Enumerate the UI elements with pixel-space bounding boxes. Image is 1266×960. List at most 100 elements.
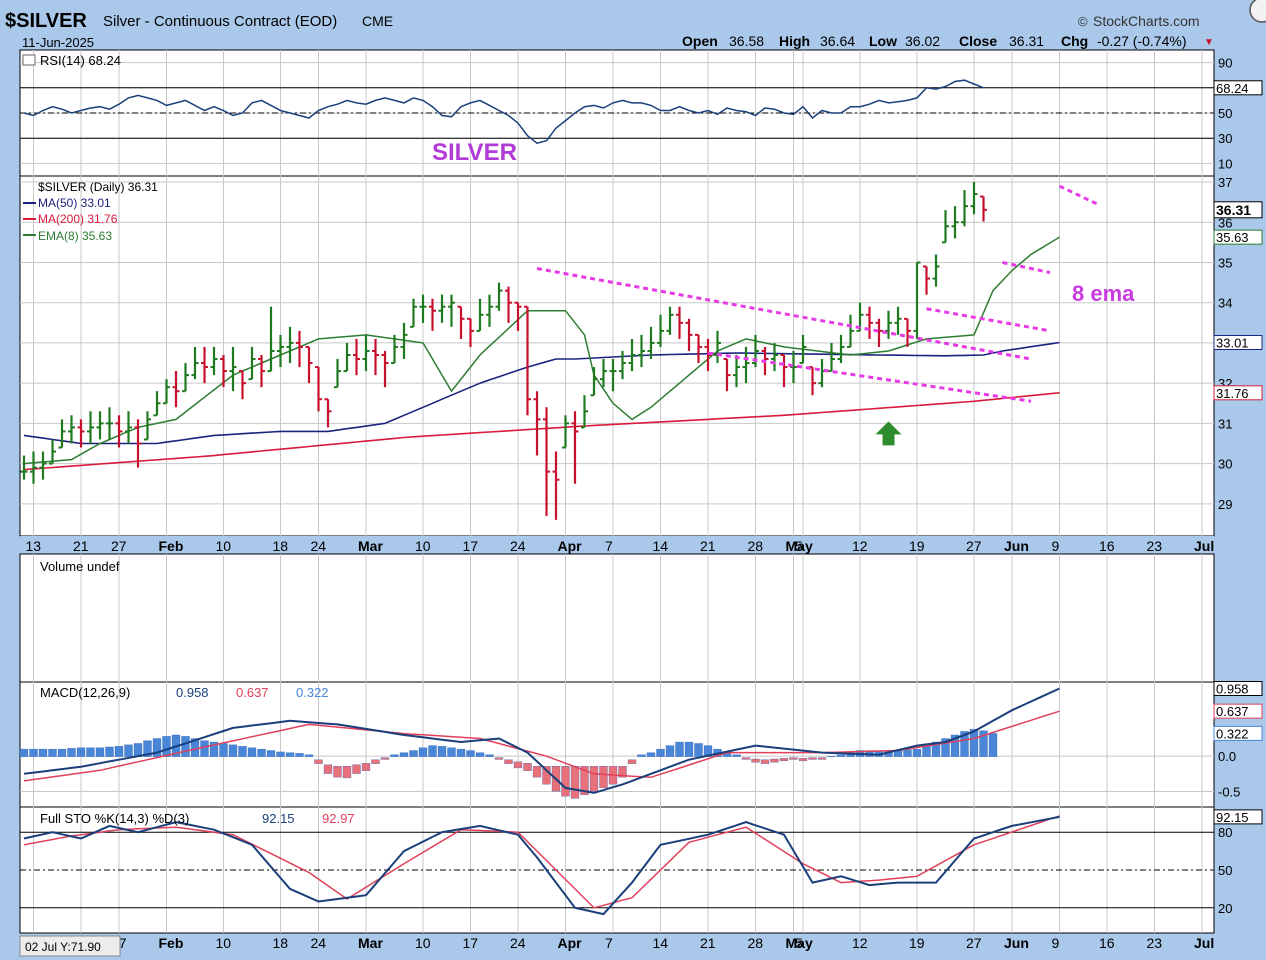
ma200-line-last-value: 31.76 <box>1216 386 1249 401</box>
macd-histogram-bar <box>570 766 580 799</box>
macd-histogram-bar <box>684 741 694 757</box>
ohlc-bar <box>419 294 427 323</box>
macd-histogram-bar <box>770 758 779 763</box>
ohlc-bar <box>695 333 702 364</box>
ma200-line <box>23 392 1060 471</box>
ohlc-bar <box>267 306 275 373</box>
ohlc-bar <box>543 407 550 516</box>
x-tick-label: 21 <box>700 538 716 554</box>
price-tick-label: 30 <box>1218 457 1232 472</box>
ohlc-bar <box>790 350 797 384</box>
ohlc-bar <box>619 350 626 380</box>
price-layer <box>20 181 1214 520</box>
macd-histogram-bar <box>200 740 209 757</box>
brand-logo[interactable]: StockCharts.com <box>1093 13 1200 29</box>
x-tick-label-bottom: 24 <box>510 935 526 951</box>
ohlc-bar <box>68 415 75 444</box>
macd-histogram-bar <box>238 746 247 757</box>
x-tick-label: 27 <box>966 538 982 554</box>
header: $SILVER Silver - Continuous Contract (EO… <box>5 0 1266 50</box>
ohlc-bar <box>115 415 123 448</box>
chg-down-icon: ▼ <box>1204 37 1214 48</box>
ohlc-bar <box>163 379 170 405</box>
ohlc-bar <box>771 342 778 372</box>
x-tick-label-bottom: Jun <box>1004 935 1029 951</box>
sto-legend: Full STO %K(14,3) %D(3) 92.15 92.97 <box>40 811 355 826</box>
ohlc-bar <box>581 395 588 429</box>
ohlc-bar <box>571 411 579 484</box>
ohlc-bar <box>448 294 455 327</box>
ohlc-bar <box>87 411 94 444</box>
ohlc-bar <box>913 261 921 339</box>
ohlc-bar <box>96 411 104 440</box>
macd-last-box <box>1213 703 1263 719</box>
sto-legend-d: 92.97 <box>322 811 355 826</box>
ohlc-bar <box>239 370 246 400</box>
ohlc-bar <box>904 317 911 347</box>
ema-annotation: 8 ema <box>1072 281 1135 306</box>
sto-k-line <box>23 815 1060 916</box>
macd-tick-label: 0.0 <box>1218 749 1236 764</box>
macd-histogram-bar <box>219 743 228 757</box>
x-tick-label: Jun <box>1004 538 1029 554</box>
macd-histogram-bar <box>950 734 960 757</box>
rsi-tick-label: 10 <box>1218 156 1232 171</box>
macd-histogram-bar <box>143 740 152 757</box>
up-arrow-icon <box>875 421 902 446</box>
price-tick-label: 36 <box>1218 215 1232 230</box>
ohlc-bar <box>875 318 883 347</box>
ohlc-bar <box>286 326 294 364</box>
ma50-line-last-box <box>1213 335 1263 351</box>
macd-histogram-bar <box>532 766 542 778</box>
ema8-line-last-box <box>1213 229 1263 245</box>
macd-histogram-bar <box>152 738 162 757</box>
ohlc-bar <box>742 346 750 384</box>
macd-histogram-bar <box>513 761 523 769</box>
ohlc-bar <box>799 334 807 365</box>
ohlc-bar <box>134 419 142 468</box>
rsi-tick-label: 30 <box>1218 131 1232 146</box>
ohlc-bar <box>410 298 417 328</box>
sto-legend-prefix: Full STO %K(14,3) %D(3) <box>40 811 189 826</box>
macd-histogram-bar <box>314 759 323 764</box>
ohlc-bar <box>372 338 379 376</box>
ohlc-bar <box>201 346 208 384</box>
macd-histogram-bar <box>76 747 86 757</box>
price-axis-strip <box>20 536 1214 554</box>
close-icon[interactable] <box>1249 0 1266 23</box>
price-tick-label: 31 <box>1218 416 1232 431</box>
macd-histogram-bar <box>599 766 608 788</box>
x-tick-label: 21 <box>73 538 89 554</box>
x-tick-label-bottom: 27 <box>966 935 982 951</box>
x-tick-label: Apr <box>558 538 583 554</box>
macd-histogram-bar <box>836 754 846 757</box>
macd-histogram-bar <box>941 738 950 757</box>
macd-histogram-bar <box>276 751 285 757</box>
rsi-tick-label: 90 <box>1218 56 1232 71</box>
ohlc-bar <box>733 354 740 388</box>
rsi-line <box>23 79 984 145</box>
trendline-annotation <box>1002 261 1051 275</box>
ohlc-bar <box>58 419 66 449</box>
ohlc-bar <box>894 306 902 335</box>
ohlc-bar <box>248 346 256 381</box>
volume-panel <box>19 553 1215 683</box>
x-tick-label: 9 <box>1052 538 1060 554</box>
x-tick-label: 5 <box>795 538 803 554</box>
macd-histogram-bar <box>637 754 646 757</box>
ohlc-bar <box>600 359 607 388</box>
macd-histogram-bar <box>979 730 988 757</box>
sto-layer <box>20 815 1214 916</box>
x-tick-label-bottom: 5 <box>795 935 803 951</box>
macd-last-value: 0.958 <box>1216 681 1249 696</box>
sto-legend-k: 92.15 <box>262 811 295 826</box>
rsi-last-box <box>1213 80 1263 96</box>
macd-histogram-bar <box>266 750 276 757</box>
x-tick-label: 27 <box>111 538 127 554</box>
macd-histogram-bar <box>456 748 466 757</box>
macd-histogram-bar <box>627 759 637 764</box>
ohlc-bar <box>676 306 683 339</box>
ohlc-bar <box>220 354 227 388</box>
ohlc-bar <box>657 314 664 347</box>
